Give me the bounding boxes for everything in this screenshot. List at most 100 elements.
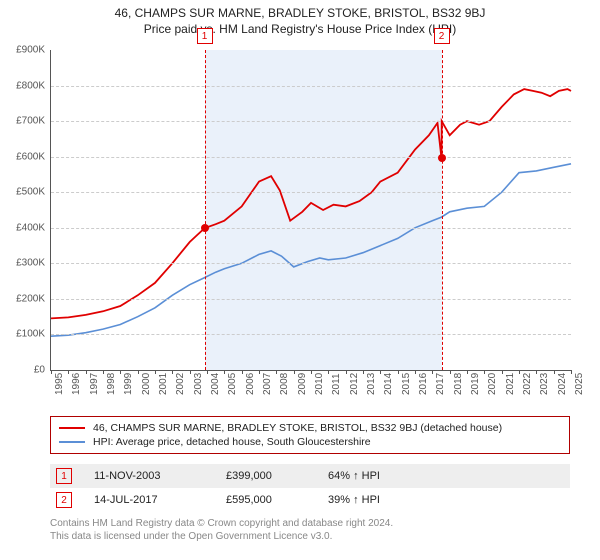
x-tick-label: 2002 — [175, 373, 186, 395]
x-tick-mark — [259, 370, 260, 374]
x-tick-label: 2013 — [366, 373, 377, 395]
legend-label: HPI: Average price, detached house, Sout… — [93, 436, 371, 448]
x-tick-label: 2000 — [141, 373, 152, 395]
series-line-hpi — [51, 164, 571, 336]
x-tick-mark — [346, 370, 347, 374]
x-tick-mark — [502, 370, 503, 374]
x-tick-label: 2003 — [193, 373, 204, 395]
x-tick-mark — [311, 370, 312, 374]
footer-line-1: Contains HM Land Registry data © Crown c… — [50, 518, 570, 531]
legend-swatch — [59, 441, 85, 443]
series-line-price_paid — [51, 89, 571, 318]
grid-line — [51, 86, 571, 87]
sale-row-date: 14-JUL-2017 — [94, 494, 204, 506]
y-tick-label: £300K — [1, 258, 45, 269]
x-tick-label: 2022 — [522, 373, 533, 395]
x-tick-mark — [86, 370, 87, 374]
x-tick-mark — [242, 370, 243, 374]
x-tick-mark — [207, 370, 208, 374]
sale-marker-dot — [201, 224, 209, 232]
x-tick-label: 2025 — [574, 373, 585, 395]
sale-row-delta: 64% ↑ HPI — [328, 470, 380, 482]
x-tick-mark — [484, 370, 485, 374]
sales-table: 1 11-NOV-2003 £399,000 64% ↑ HPI 2 14-JUL-201… — [50, 464, 570, 512]
x-tick-label: 2004 — [210, 373, 221, 395]
x-tick-mark — [450, 370, 451, 374]
x-tick-label: 1997 — [89, 373, 100, 395]
y-tick-label: £400K — [1, 222, 45, 233]
x-tick-label: 2001 — [158, 373, 169, 395]
x-tick-label: 2011 — [331, 373, 342, 395]
x-tick-mark — [190, 370, 191, 374]
x-tick-label: 2009 — [297, 373, 308, 395]
footer-line-2: This data is licensed under the Open Gov… — [50, 531, 570, 544]
x-tick-label: 2024 — [557, 373, 568, 395]
y-tick-label: £900K — [1, 45, 45, 56]
x-tick-mark — [276, 370, 277, 374]
x-tick-label: 2021 — [505, 373, 516, 395]
grid-line — [51, 334, 571, 335]
x-tick-label: 2012 — [349, 373, 360, 395]
x-tick-label: 2015 — [401, 373, 412, 395]
legend-item: HPI: Average price, detached house, Sout… — [59, 435, 561, 449]
x-tick-mark — [380, 370, 381, 374]
x-tick-label: 2017 — [435, 373, 446, 395]
x-tick-label: 2014 — [383, 373, 394, 395]
legend-label: 46, CHAMPS SUR MARNE, BRADLEY STOKE, BRI… — [93, 422, 502, 434]
sale-row-number: 1 — [56, 468, 72, 484]
x-tick-mark — [51, 370, 52, 374]
y-tick-label: £800K — [1, 80, 45, 91]
footer-attribution: Contains HM Land Registry data © Crown c… — [50, 518, 570, 543]
x-tick-label: 1996 — [71, 373, 82, 395]
x-tick-label: 2018 — [453, 373, 464, 395]
grid-line — [51, 263, 571, 264]
legend-swatch — [59, 427, 85, 429]
title-block: 46, CHAMPS SUR MARNE, BRADLEY STOKE, BRI… — [0, 0, 600, 36]
grid-line — [51, 299, 571, 300]
sale-row: 1 11-NOV-2003 £399,000 64% ↑ HPI — [50, 464, 570, 488]
x-tick-label: 2005 — [227, 373, 238, 395]
line-series-svg — [51, 50, 571, 370]
sale-row-number: 2 — [56, 492, 72, 508]
x-tick-label: 1998 — [106, 373, 117, 395]
x-tick-label: 2023 — [539, 373, 550, 395]
y-tick-label: £200K — [1, 293, 45, 304]
x-tick-mark — [536, 370, 537, 374]
y-tick-label: £700K — [1, 116, 45, 127]
y-tick-label: £600K — [1, 151, 45, 162]
sale-marker-line — [205, 50, 206, 370]
y-tick-label: £0 — [1, 365, 45, 376]
x-tick-mark — [467, 370, 468, 374]
x-tick-label: 2010 — [314, 373, 325, 395]
x-tick-mark — [120, 370, 121, 374]
plot-area: £0£100K£200K£300K£400K£500K£600K£700K£80… — [50, 50, 571, 371]
sale-row-date: 11-NOV-2003 — [94, 470, 204, 482]
x-tick-label: 2019 — [470, 373, 481, 395]
x-tick-mark — [68, 370, 69, 374]
grid-line — [51, 228, 571, 229]
x-tick-label: 2016 — [418, 373, 429, 395]
legend-box: 46, CHAMPS SUR MARNE, BRADLEY STOKE, BRI… — [50, 416, 570, 454]
grid-line — [51, 192, 571, 193]
chart-title: 46, CHAMPS SUR MARNE, BRADLEY STOKE, BRI… — [0, 6, 600, 20]
y-tick-label: £100K — [1, 329, 45, 340]
x-tick-label: 2006 — [245, 373, 256, 395]
legend-item: 46, CHAMPS SUR MARNE, BRADLEY STOKE, BRI… — [59, 421, 561, 435]
x-tick-mark — [224, 370, 225, 374]
x-tick-mark — [172, 370, 173, 374]
y-tick-label: £500K — [1, 187, 45, 198]
sale-marker-line — [442, 50, 443, 370]
sale-marker-box: 2 — [434, 28, 450, 44]
x-tick-mark — [363, 370, 364, 374]
sale-row-delta: 39% ↑ HPI — [328, 494, 380, 506]
x-tick-mark — [415, 370, 416, 374]
grid-line — [51, 157, 571, 158]
x-tick-mark — [554, 370, 555, 374]
sale-row-price: £399,000 — [226, 470, 306, 482]
x-tick-mark — [294, 370, 295, 374]
x-tick-label: 1995 — [54, 373, 65, 395]
chart-subtitle: Price paid vs. HM Land Registry's House … — [0, 22, 600, 36]
x-tick-mark — [328, 370, 329, 374]
x-tick-label: 2008 — [279, 373, 290, 395]
x-tick-mark — [155, 370, 156, 374]
